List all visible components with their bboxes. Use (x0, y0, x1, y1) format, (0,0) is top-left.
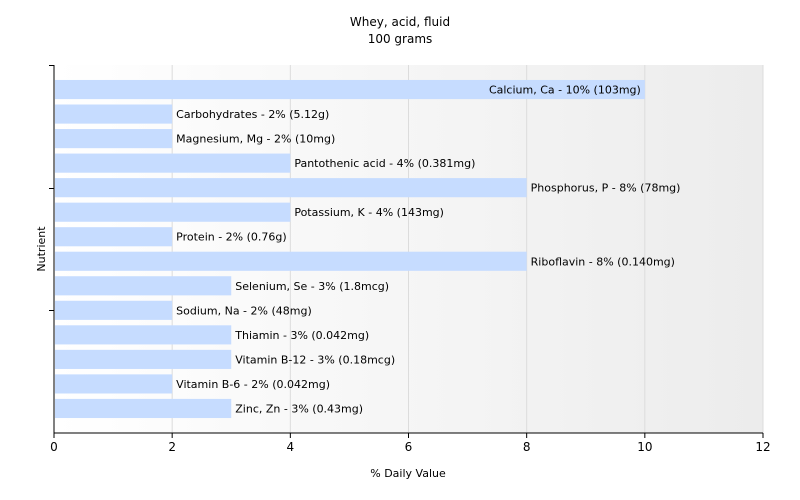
bar (55, 300, 173, 320)
bar (55, 398, 232, 419)
x-axis-label: % Daily Value (370, 467, 446, 480)
bar-label: Phosphorus, P - 8% (78mg) (531, 182, 681, 195)
y-axis-label: Nutrient (35, 226, 48, 272)
bar-label: Pantothenic acid - 4% (0.381mg) (294, 157, 475, 170)
bar (55, 104, 173, 124)
x-tick-label: 10 (637, 440, 652, 454)
bar (55, 349, 232, 369)
bar-label: Vitamin B-6 - 2% (0.042mg) (176, 378, 330, 391)
chart-title: Whey, acid, fluid (349, 15, 451, 29)
bar (55, 79, 645, 100)
bar-label: Vitamin B-12 - 3% (0.18mcg) (235, 353, 395, 366)
bar (55, 325, 232, 345)
x-tick-label: 8 (523, 440, 531, 454)
bar (55, 276, 232, 296)
x-tick-label: 0 (50, 440, 58, 454)
bar (55, 202, 291, 222)
bar (55, 153, 291, 173)
bar-label: Thiamin - 3% (0.042mg) (234, 329, 369, 342)
bar-label: Potassium, K - 4% (143mg) (294, 206, 444, 219)
bar (55, 251, 527, 271)
bar-label: Calcium, Ca - 10% (103mg) (489, 84, 641, 97)
bar (55, 178, 527, 198)
bar-label: Protein - 2% (0.76g) (176, 231, 287, 244)
x-tick-label: 12 (755, 440, 770, 454)
x-tick-label: 6 (405, 440, 413, 454)
chart-subtitle: 100 grams (367, 32, 433, 46)
bar-label: Magnesium, Mg - 2% (10mg) (176, 133, 335, 146)
bar-label: Riboflavin - 8% (0.140mg) (531, 255, 675, 268)
bar-label: Selenium, Se - 3% (1.8mcg) (235, 280, 389, 293)
bar-label: Zinc, Zn - 3% (0.43mg) (235, 402, 363, 415)
x-tick-label: 4 (287, 440, 295, 454)
bar (55, 227, 173, 247)
bar-label: Carbohydrates - 2% (5.12g) (176, 108, 329, 121)
bar (55, 374, 173, 394)
bar-label: Sodium, Na - 2% (48mg) (176, 304, 312, 317)
x-tick-label: 2 (168, 440, 176, 454)
bar (55, 129, 173, 149)
